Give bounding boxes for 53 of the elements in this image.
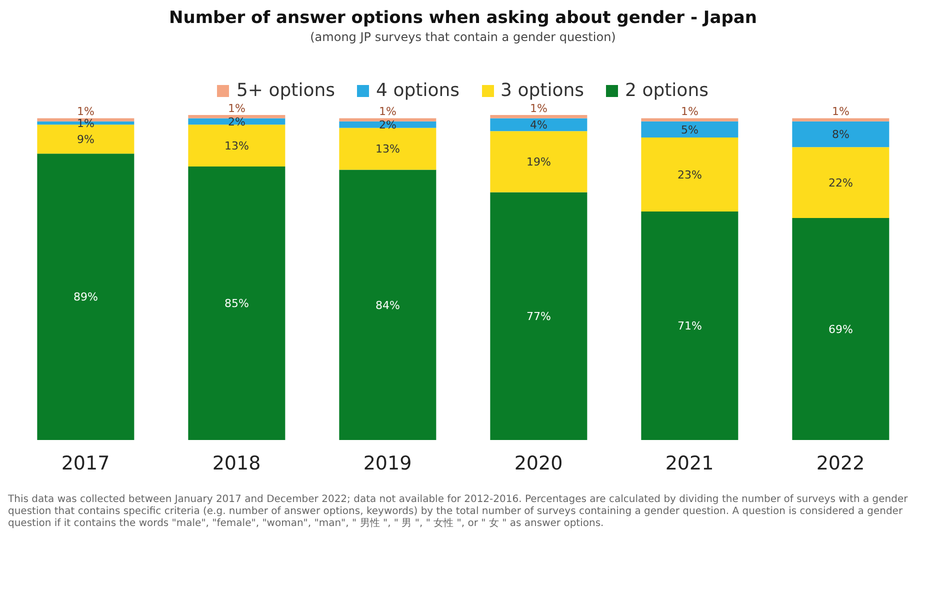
x-tick-label: 2020 — [514, 452, 563, 474]
x-tick-label: 2018 — [212, 452, 261, 474]
bar — [641, 118, 738, 122]
bar — [188, 115, 286, 118]
bar — [490, 118, 588, 132]
bar — [37, 154, 134, 440]
bar — [792, 118, 890, 122]
data-label: 22% — [828, 176, 853, 190]
data-label: 1% — [680, 105, 698, 118]
bar — [641, 212, 738, 440]
bar — [792, 218, 890, 440]
bar — [339, 170, 436, 440]
bar — [188, 166, 286, 440]
bar — [339, 128, 436, 170]
x-tick-label: 2022 — [816, 452, 865, 474]
data-label: 19% — [526, 156, 551, 169]
data-label: 4% — [530, 118, 548, 132]
data-label: 13% — [224, 139, 249, 152]
legend-label: 4 options — [376, 80, 460, 101]
data-label: 1% — [228, 102, 246, 115]
data-label: 13% — [375, 142, 400, 156]
x-tick-label: 2021 — [665, 452, 714, 474]
data-label: 5% — [680, 123, 698, 136]
data-label: 1% — [378, 105, 396, 118]
chart-title: Number of answer options when asking about gender - Japan — [168, 8, 758, 28]
data-label: 23% — [677, 168, 702, 182]
data-label: 1% — [530, 102, 548, 115]
x-tick-label: 2019 — [363, 452, 412, 474]
data-label: 89% — [73, 290, 98, 304]
bar — [188, 124, 286, 166]
data-label: 69% — [828, 322, 853, 336]
bar — [641, 121, 738, 138]
bar — [490, 131, 588, 192]
data-label: 85% — [224, 297, 249, 310]
data-label: 84% — [375, 298, 400, 312]
x-tick-label: 2017 — [61, 452, 110, 474]
bar — [792, 121, 890, 148]
legend-label: 5+ options — [236, 80, 336, 101]
data-label: 71% — [677, 320, 702, 333]
bar — [490, 115, 588, 118]
data-label: 9% — [76, 133, 94, 146]
chart-subtitle: (among JP surveys that contain a gender question) — [309, 30, 617, 44]
data-label: 1% — [832, 105, 850, 118]
data-label: 8% — [832, 128, 850, 142]
bar — [339, 118, 436, 122]
data-label: 77% — [526, 310, 551, 324]
data-label: 1% — [76, 105, 94, 118]
legend-label: 3 options — [500, 80, 584, 101]
bar — [641, 138, 738, 212]
text: This data was collected between January 2017 and December 2022; data not available for 2012-2016. Percentages are calculated by dividing the number of surveys with a gender question that contains specific criteria (e.g. number of answer options, keywords) by the total number of surveys containing a gender question. A question is considered a gender question if it contains the words "male", "female", "woman", "man", " 男性 ", " 男 ", " 女性 ", or " 女 " as answer options. — [8, 494, 909, 530]
bar — [490, 192, 588, 440]
bar — [792, 147, 890, 218]
legend-label: 2 options — [625, 80, 708, 101]
